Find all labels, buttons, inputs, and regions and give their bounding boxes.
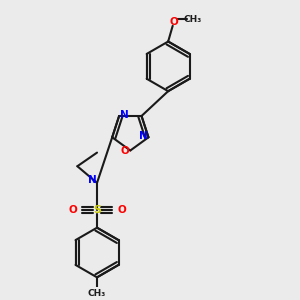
- Text: N: N: [120, 110, 129, 120]
- Text: O: O: [169, 17, 178, 27]
- Text: N: N: [139, 131, 147, 141]
- Text: O: O: [121, 146, 129, 156]
- Text: N: N: [88, 176, 97, 185]
- Text: CH₃: CH₃: [183, 15, 202, 24]
- Text: O: O: [117, 205, 126, 215]
- Text: CH₃: CH₃: [88, 290, 106, 298]
- Text: O: O: [68, 205, 77, 215]
- Text: S: S: [93, 205, 101, 215]
